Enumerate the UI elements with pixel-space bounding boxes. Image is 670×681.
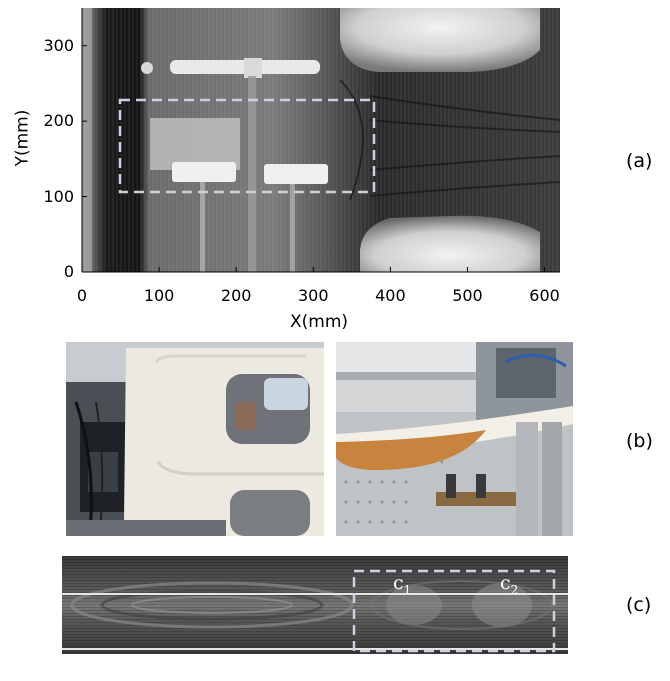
label-c2: c2 (500, 572, 519, 597)
x-tick-label: 400 (375, 286, 406, 305)
x-axis-label: X(mm) (290, 312, 349, 332)
region-dashed-box (118, 98, 376, 194)
panel-b-label: (b) (626, 430, 653, 452)
panel-a-label: (a) (626, 150, 653, 172)
defect-dashed-box (352, 569, 556, 653)
y-tick-label: 300 (43, 35, 74, 55)
panel-c-label: (c) (626, 594, 652, 616)
x-tick-label: 0 (76, 286, 88, 305)
x-tick-label: 300 (298, 286, 329, 305)
photo-left-drawing (66, 342, 324, 536)
y-tick-label: 200 (43, 111, 74, 131)
y-tick-label: 0 (63, 262, 74, 281)
y-tick-label: 100 (43, 186, 74, 206)
x-tick-label: 500 (452, 286, 483, 305)
x-tick-label: 200 (220, 286, 252, 305)
x-tick-label: 100 (143, 286, 175, 305)
panel-c-image (62, 556, 568, 654)
label-c1: c1 (393, 572, 412, 597)
x-tick-label: 600 (529, 286, 560, 305)
photo-right (336, 342, 573, 536)
panel-a-plot (81, 8, 561, 273)
photo-left (66, 342, 324, 536)
y-axis-label: Y(mm) (12, 109, 33, 167)
photo-right-drawing (336, 342, 573, 536)
